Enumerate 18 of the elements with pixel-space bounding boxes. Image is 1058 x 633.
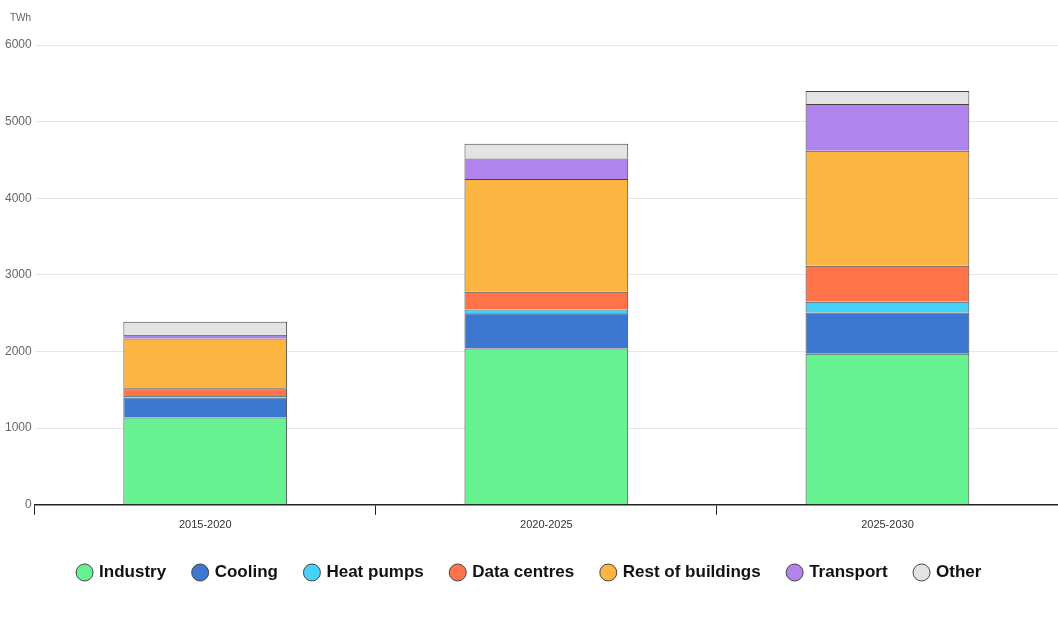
legend-label: Heat pumps — [326, 562, 424, 582]
y-axis-title: TWh — [10, 11, 32, 23]
y-tick-label: 0 — [25, 497, 33, 512]
y-tick-label: 1000 — [4, 420, 33, 435]
y-tick-label: 3000 — [4, 267, 33, 282]
y-tick-label: 2000 — [4, 343, 33, 358]
x-tick-label: 2025-2030 — [861, 518, 914, 531]
legend-label: Data centres — [472, 562, 575, 582]
x-tick-label: 2020-2025 — [520, 518, 573, 531]
y-tick-label: 6000 — [4, 37, 33, 52]
x-tick-label: 2015-2020 — [178, 518, 232, 531]
y-tick-label: 4000 — [4, 190, 33, 205]
legend-label: Transport — [809, 562, 888, 582]
legend-label: Industry — [99, 562, 167, 582]
legend-label: Cooling — [214, 562, 278, 582]
legend-label: Other — [936, 562, 982, 582]
legend-label: Rest of buildings — [622, 562, 761, 582]
y-tick-label: 5000 — [4, 113, 33, 128]
